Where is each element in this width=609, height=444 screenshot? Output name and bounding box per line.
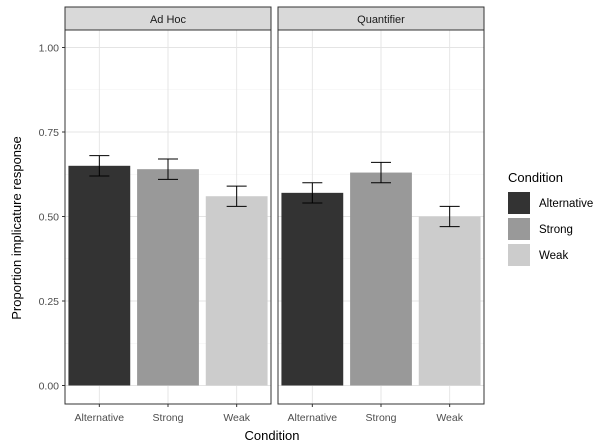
bar-quantifier-strong [350,172,412,386]
facet-label-ad-hoc: Ad Hoc [150,14,187,26]
legend-label-alternative: Alternative [539,198,593,210]
y-tick-label: 1.00 [39,43,60,55]
y-tick-label: 0.75 [39,127,60,139]
legend-label-weak: Weak [539,250,568,262]
y-tick-label: 0.25 [39,296,60,308]
x-tick-label-strong: Strong [366,412,397,424]
x-tick-label-alternative: Alternative [288,412,338,424]
legend-key-strong [508,218,530,240]
bar-quantifier-alternative [281,192,344,386]
x-tick-label-weak: Weak [223,412,250,424]
x-axis-title: Condition [245,428,300,443]
bar-ad-hoc-alternative [68,165,131,386]
bar-quantifier-weak [418,216,481,386]
x-tick-label-alternative: Alternative [75,412,125,424]
y-tick-label: 0.50 [39,212,60,224]
legend-key-weak [508,244,530,266]
x-tick-label-strong: Strong [153,412,184,424]
x-tick-label-weak: Weak [436,412,463,424]
y-axis-title: Proportion implicature response [9,136,24,320]
bar-ad-hoc-weak [205,196,268,386]
legend-label-strong: Strong [539,224,573,236]
facet-strip-ad-hoc [64,6,272,31]
facet-label-quantifier: Quantifier [357,14,405,26]
legend-title: Condition [508,170,563,185]
legend-key-alternative [508,192,530,214]
y-tick-label: 0.00 [39,381,60,393]
bar-ad-hoc-strong [137,169,199,386]
facet-strip-quantifier [277,6,485,31]
